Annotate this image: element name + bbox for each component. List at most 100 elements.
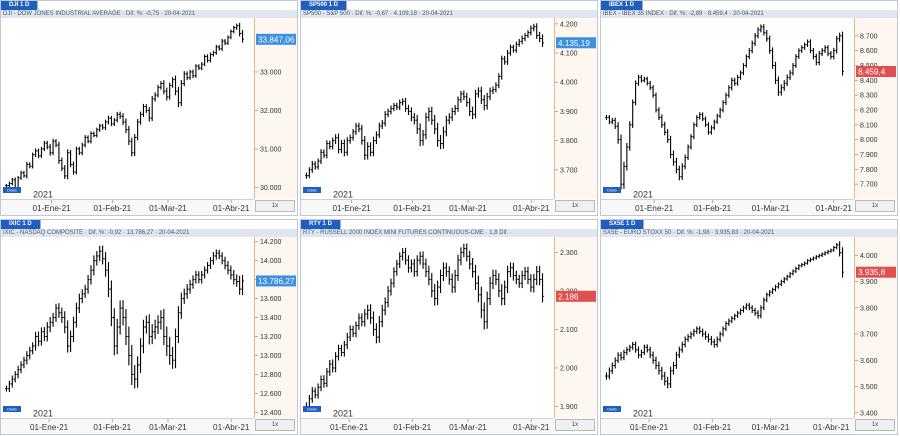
ohlc-bar [806,259,809,265]
ohlc-bar [523,267,527,281]
ohlc-bar [51,312,55,327]
ohlc-bar [430,106,434,125]
ohlc-bar [782,277,786,284]
price-plot[interactable]: Diario 2021 [601,18,854,200]
ohlc-bar [538,265,541,286]
ohlc-bar [698,112,702,120]
ohlc-bar [37,148,40,159]
chart-tab[interactable]: SX5E 1 D [601,220,645,229]
ohlc-bar [686,144,690,161]
ohlc-bar [474,264,477,290]
ohlc-bar [133,365,137,389]
ohlc-bar [654,92,658,113]
chart-tab[interactable]: IXIC 1 D [1,220,41,229]
daily-badge [303,406,321,412]
ohlc-bar [756,310,760,319]
price-axis[interactable]: 7.700 7.800 7.900 8.000 8.100 8.200 8.300 8.400… [854,18,897,199]
ohlc-chart[interactable]: Diario 2021 [301,237,554,419]
price-plot[interactable]: Diario 2021 [301,237,554,419]
ohlc-bar [378,122,381,139]
ohlc-bar [637,346,640,359]
last-price-label: 3.935,8 [858,268,886,277]
chart-tab[interactable]: SP500 1 D [301,1,348,10]
ohlc-bar [124,308,128,346]
ohlc-bar [325,368,329,388]
ohlc-bar [360,124,364,145]
ohlc-bar [823,45,827,54]
zoom-control[interactable]: 1x [555,200,595,212]
zoom-control[interactable]: 1x [255,200,295,212]
ohlc-bar [800,45,804,53]
ohlc-bar [826,249,830,255]
date-axis[interactable]: 01-Ene-21 01-Feb-21 01-Mar-21 01-Abr-21 [301,199,554,215]
ohlc-bar [541,34,544,47]
ohlc-bar [133,134,137,157]
ohlc-bar [788,271,792,279]
ohlc-bar [689,331,693,340]
ohlc-bar [8,380,11,392]
ohlc-bar [72,316,75,343]
price-axis[interactable]: 3.700 3.800 3.900 4.000 4.100 4.200 4.135,19 [554,18,597,199]
ohlc-bar [28,346,32,360]
date-axis[interactable]: 01-Ene-21 01-Feb-21 01-Mar-21 01-Abr-21 [1,199,254,215]
chart-panel: DJI 1 D DJI - DOW JONES INDUSTRIAL AVERAG… [0,0,298,216]
date-axis[interactable]: 01-Ene-21 01-Feb-21 01-Mar-21 01-Abr-21 [601,199,854,215]
ohlc-bar [616,352,620,364]
zoom-control[interactable]: 1x [255,419,295,431]
last-price-tag [556,37,596,49]
date-axis[interactable]: 01-Ene-21 01-Feb-21 01-Mar-21 01-Abr-21 [301,418,554,434]
ohlc-chart[interactable]: Diario 2021 [1,237,254,419]
ohlc-bar [363,309,367,327]
chart-tab[interactable]: RTY 1 D [301,220,341,229]
ohlc-bar [628,121,632,151]
ohlc-bar [156,315,160,334]
chart-tab[interactable]: DJI 1 D [1,1,39,10]
ohlc-chart[interactable]: Diario 2021 [301,18,554,200]
ohlc-bar [313,161,317,170]
y-tick-label: 4.200 [560,21,578,28]
price-plot[interactable]: Diario 2021 [1,18,254,200]
ohlc-bar [453,269,457,293]
ohlc-bar [532,23,536,32]
date-axis[interactable]: 01-Ene-21 01-Feb-21 01-Mar-21 01-Abr-21 [1,418,254,434]
ohlc-bar [369,142,372,157]
ohlc-chart[interactable]: Diario 2021 [1,18,254,200]
price-axis[interactable]: 12.400 12.600 12.800 13.000 13.200 13.400 13.6… [254,237,297,418]
price-plot[interactable]: Diario 2021 [1,237,254,419]
ohlc-bar [634,341,637,353]
x-tick-label: 01-Ene-21 [630,423,669,432]
ohlc-bar [380,304,384,328]
ohlc-bar [121,113,125,126]
x-tick-label: 01-Feb-21 [393,204,431,213]
ohlc-bar [337,344,340,361]
zoom-control[interactable]: 1x [855,200,895,212]
ohlc-bar [331,359,334,373]
ohlc-bar [645,344,649,353]
ohlc-bar [678,346,681,359]
zoom-control[interactable]: 1x [555,419,595,431]
ohlc-bar [497,73,501,89]
ohlc-bar [480,286,483,319]
ohlc-bar [392,267,396,288]
ohlc-chart[interactable]: Diario 2021 [601,18,854,200]
ohlc-bar [450,107,454,121]
price-axis[interactable]: 3.400 3.500 3.600 3.700 3.800 3.900 4.000 3.935… [854,237,897,418]
date-axis[interactable]: 01-Ene-21 01-Feb-21 01-Mar-21 01-Abr-21 [601,418,854,434]
price-axis[interactable]: 30.000 31.000 32.000 33.000 33.847,06 [254,18,297,199]
ohlc-bar [680,163,684,180]
ohlc-bar [785,74,789,87]
y-tick-label: 8.600 [860,48,878,55]
ohlc-bar [162,80,166,95]
ohlc-bar [774,284,777,292]
ohlc-bar [345,332,349,350]
daily-badge [603,187,621,193]
ohlc-bar [445,262,448,277]
price-plot[interactable]: Diario 2021 [601,237,854,419]
chart-tab[interactable]: IBEX 1 D [601,1,644,10]
zoom-control[interactable]: 1x [855,419,895,431]
ohlc-bar [185,71,189,81]
ohlc-chart[interactable]: Diario 2021 [601,237,854,419]
price-plot[interactable]: Diario 2021 [301,18,554,200]
ohlc-bar [715,336,719,348]
